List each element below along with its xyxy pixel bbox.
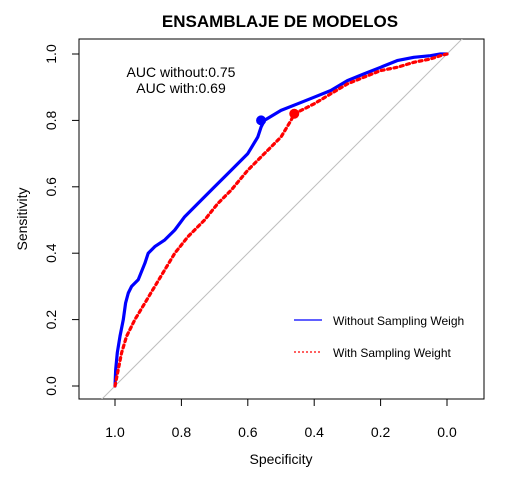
y-tick-label: 0.0 [43,376,59,396]
x-axis-label: Specificity [249,451,312,467]
legend: Without Sampling Weigh With Sampling Wei… [294,314,464,360]
threshold-point-without [256,115,267,126]
x-tick-label: 0.8 [172,424,192,440]
y-tick-label: 0.2 [43,310,59,330]
y-tick-label: 0.6 [43,177,59,197]
y-tick-label: 1.0 [43,44,59,64]
series-line-without [113,52,449,388]
y-tick-label: 0.8 [43,110,59,130]
series-line-with [113,52,449,388]
x-tick-label: 1.0 [105,424,125,440]
auc-with-annotation: AUC with:0.69 [136,80,226,96]
x-tick-label: 0.0 [437,424,457,440]
series-layer [113,52,449,388]
x-tick-label: 0.6 [238,424,258,440]
legend-label-without: Without Sampling Weigh [333,314,464,328]
threshold-point-with [289,108,300,119]
threshold-points [256,108,300,126]
y-axis-label: Sensitivity [14,187,30,250]
x-axis: 1.0 0.8 0.6 0.4 0.2 0.0 [105,398,457,440]
y-axis: 0.0 0.2 0.4 0.6 0.8 1.0 [43,44,80,396]
y-tick-label: 0.4 [43,243,59,263]
x-tick-label: 0.2 [371,424,391,440]
reference-diagonal [101,39,463,399]
x-tick-label: 0.4 [304,424,324,440]
chart-title: ENSAMBLAJE DE MODELOS [162,12,398,31]
legend-label-with: With Sampling Weight [333,346,451,360]
auc-without-annotation: AUC without:0.75 [127,64,236,80]
